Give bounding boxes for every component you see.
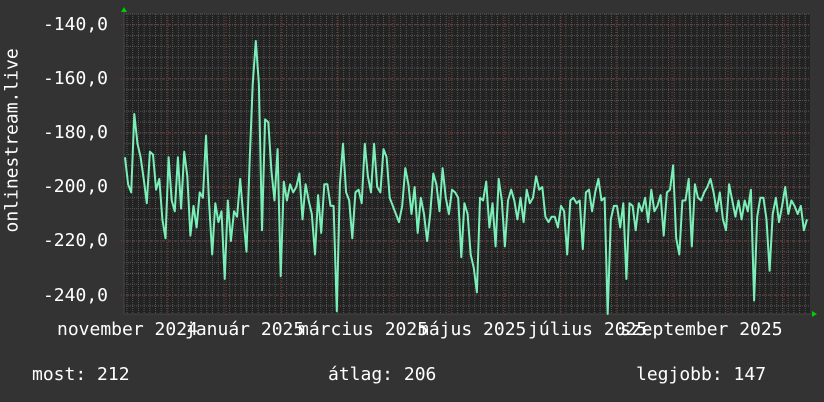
y-tick-label: -160,0 (42, 68, 108, 89)
series-line (124, 40, 808, 315)
y-tick-label: -220,0 (42, 230, 108, 251)
y-tick-label: -180,0 (42, 122, 108, 143)
legend-best: legjobb: 147 (636, 364, 766, 385)
legend-best-label: legjobb: (636, 364, 723, 385)
plot-area (124, 14, 810, 314)
x-tick-label: július 2025 (528, 319, 648, 340)
legend-average: átlag: 206 (328, 364, 436, 385)
y-axis-label: onlinestream.live (1, 48, 23, 233)
x-tick-label: május 2025 (418, 319, 527, 340)
x-tick-label: szeptember 2025 (620, 319, 783, 340)
legend-average-value: 206 (403, 364, 437, 385)
y-axis-arrow (121, 7, 127, 12)
legend-current-label: most: (32, 364, 87, 385)
y-tick-label: -200,0 (42, 176, 108, 197)
y-tick-label: -240,0 (42, 285, 108, 306)
x-axis-arrow (812, 311, 817, 317)
x-tick-label: január 2025 (185, 319, 305, 340)
x-tick-label: március 2025 (298, 319, 429, 340)
legend-average-label: átlag: (328, 364, 394, 385)
legend-best-value: 147 (733, 364, 767, 385)
x-tick-label: november 2024 (57, 319, 198, 340)
legend-current: most: 212 (32, 364, 130, 385)
y-tick-label: -140,0 (42, 14, 108, 35)
legend-current-value: 212 (97, 364, 130, 385)
